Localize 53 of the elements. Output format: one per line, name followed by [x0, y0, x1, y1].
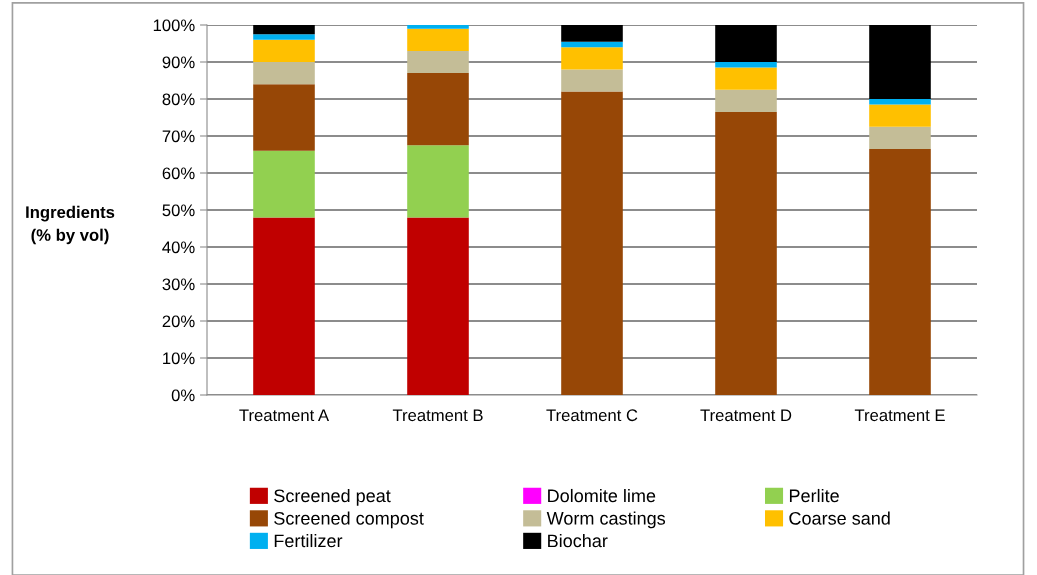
bar — [869, 148, 931, 395]
y-tick-label: 80% — [162, 93, 195, 106]
y-tick-label: 10% — [163, 352, 195, 365]
bar — [253, 34, 315, 40]
x-tick-label: Treatment C — [546, 409, 638, 422]
bar — [715, 67, 777, 90]
y-axis-title: Ingredients (% by vol) — [26, 205, 115, 245]
y-tick-label: 90% — [162, 56, 195, 69]
x-tick-label: Treatment D — [700, 409, 792, 422]
bar — [715, 111, 777, 395]
bar — [407, 50, 469, 74]
bar — [561, 47, 623, 70]
bar — [561, 69, 623, 92]
y-tick-label: 50% — [162, 204, 195, 217]
y-tick-label: 60% — [162, 167, 195, 180]
bar — [869, 104, 931, 127]
bar — [253, 25, 315, 35]
bar — [253, 39, 315, 62]
x-tick-label: Treatment A — [239, 409, 330, 422]
y-tick-label: 30% — [162, 278, 195, 291]
legend-label: Fertilizer — [274, 533, 343, 548]
legend-label: Biochar — [548, 533, 608, 548]
bar — [715, 89, 777, 112]
legend-label: Coarse sand — [789, 511, 890, 525]
bar — [561, 41, 623, 48]
bar — [407, 217, 469, 395]
legend-label: Dolomite lime — [548, 488, 656, 503]
x-tick-label: Treatment E — [854, 409, 945, 422]
bar — [715, 62, 777, 68]
bar — [253, 150, 315, 218]
bar — [869, 25, 931, 99]
legend-label: Screened peat — [274, 488, 391, 506]
bar — [561, 91, 623, 395]
bar — [715, 25, 777, 62]
y-tick-label: 40% — [162, 241, 195, 254]
bar — [253, 62, 315, 85]
bar — [253, 84, 315, 151]
legend-label: Worm castings — [546, 511, 666, 529]
bar — [407, 28, 469, 51]
y-tick-label: 70% — [162, 130, 195, 143]
bar — [253, 217, 315, 395]
bar — [869, 126, 931, 149]
bar — [407, 73, 469, 146]
legend-label: Screened compost — [274, 511, 424, 529]
bar — [869, 99, 931, 105]
bar — [407, 145, 469, 218]
y-tick-label: 0% — [171, 389, 195, 402]
bar — [561, 25, 623, 42]
bar — [407, 25, 469, 29]
y-tick-label: 20% — [162, 315, 195, 328]
y-tick-label: 100% — [153, 19, 195, 32]
x-tick-label: Treatment B — [392, 409, 483, 422]
legend-label: Perlite — [789, 488, 839, 503]
